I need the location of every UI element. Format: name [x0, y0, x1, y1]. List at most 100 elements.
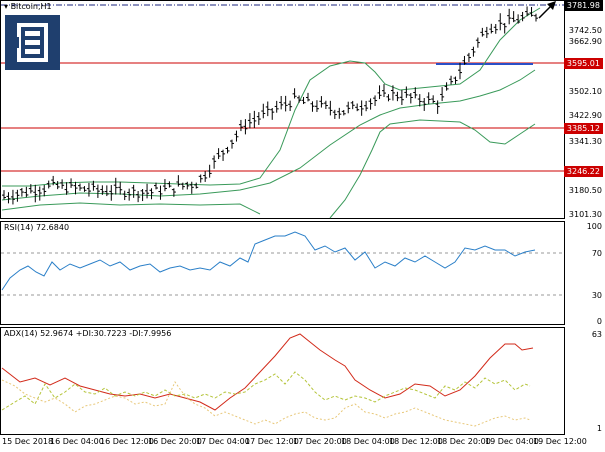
- price-bars: [2, 6, 538, 205]
- price-tick: 3101.30: [568, 210, 602, 219]
- price-tick: 3422.90: [568, 111, 602, 120]
- price-bar: [131, 184, 136, 198]
- price-bar: [364, 100, 369, 112]
- time-tick: 19 Dec 12:00: [533, 437, 587, 446]
- price-bar: [471, 46, 476, 57]
- price-bar: [180, 182, 185, 190]
- price-bar: [408, 93, 413, 104]
- price-bar: [247, 113, 252, 129]
- time-tick: 16 Dec 20:00: [148, 437, 202, 446]
- price-bar: [194, 182, 199, 189]
- level-tag-1: 3595.01: [563, 58, 603, 69]
- level-tag-2: 3385.12: [563, 123, 603, 134]
- price-tick: 3502.10: [568, 87, 602, 96]
- price-bar: [502, 23, 507, 34]
- price-bar: [444, 82, 449, 91]
- price-bar: [511, 11, 516, 23]
- bollinger-lower: [1, 119, 536, 219]
- price-bar: [462, 55, 467, 65]
- dropdown-arrow-icon[interactable]: ▾: [4, 2, 9, 11]
- time-tick: 16 Dec 04:00: [50, 437, 104, 446]
- logo-mark-icon: [15, 23, 48, 62]
- price-bar: [230, 139, 234, 149]
- price-bar: [306, 92, 310, 102]
- price-bar: [234, 130, 239, 142]
- price-bar: [118, 181, 123, 195]
- price-bar: [498, 13, 503, 31]
- price-bar: [171, 188, 176, 197]
- price-bar: [435, 100, 440, 114]
- time-tick: 17 Dec 04:00: [196, 437, 250, 446]
- rsi-label: RSI(14) 72.6840: [4, 223, 70, 232]
- bollinger-middle: [1, 69, 536, 201]
- price-bar: [28, 184, 33, 194]
- price-bar: [2, 190, 6, 200]
- price-bar: [265, 101, 270, 117]
- price-bar: [314, 100, 319, 112]
- price-bar: [458, 62, 462, 80]
- price-bar: [413, 87, 418, 99]
- price-bar: [466, 52, 471, 62]
- price-bar: [64, 182, 69, 195]
- price-bar: [395, 91, 400, 102]
- price-bar: [319, 96, 324, 108]
- price-bar: [154, 182, 158, 190]
- price-bar: [33, 184, 38, 203]
- rsi-pane[interactable]: [0, 221, 565, 325]
- price-bar: [355, 103, 360, 112]
- price-bar: [24, 186, 29, 198]
- price-bar: [475, 37, 480, 48]
- price-tick: 3742.50: [568, 26, 602, 35]
- time-tick: 18 Dec 04:00: [341, 437, 395, 446]
- adx-line: [1, 333, 534, 411]
- symbol-label[interactable]: ▾ Bitcoin,H1: [4, 2, 52, 11]
- price-bar: [185, 181, 190, 190]
- price-bar: [341, 109, 346, 116]
- price-bar: [127, 188, 132, 201]
- price-bar: [328, 100, 333, 116]
- price-bar: [283, 95, 288, 112]
- minus-di-line: [1, 379, 531, 427]
- price-bar: [493, 24, 498, 34]
- price-bar: [216, 148, 221, 160]
- price-pane[interactable]: [0, 0, 565, 219]
- price-bar: [104, 185, 109, 197]
- price-bar: [346, 101, 351, 114]
- price-bar: [221, 149, 226, 161]
- price-bar: [256, 112, 261, 125]
- price-bar: [270, 107, 275, 120]
- price-bar: [261, 103, 266, 119]
- trend-arrow-icon: [538, 1, 556, 19]
- price-bar: [359, 100, 364, 116]
- price-bar: [145, 183, 150, 199]
- time-tick: 19 Dec 04:00: [485, 437, 539, 446]
- price-bar: [122, 190, 127, 201]
- price-bar: [534, 13, 538, 22]
- time-tick: 18 Dec 12:00: [389, 437, 443, 446]
- price-bar: [6, 192, 11, 204]
- price-tick: 3662.90: [568, 37, 602, 46]
- price-bar: [279, 95, 284, 110]
- price-bar: [440, 87, 445, 102]
- price-bar: [274, 100, 279, 113]
- time-tick: 15 Dec 2018: [2, 437, 54, 446]
- rsi-tick: 0: [596, 317, 602, 326]
- price-bar: [189, 181, 194, 194]
- price-bar: [109, 185, 114, 201]
- price-bar: [390, 85, 395, 101]
- price-bar: [288, 100, 293, 112]
- time-tick: 17 Dec 12:00: [245, 437, 299, 446]
- price-bar: [60, 179, 65, 189]
- price-bar: [95, 184, 100, 198]
- price-bar: [480, 27, 485, 37]
- price-bar: [382, 84, 386, 98]
- price-bar: [243, 119, 248, 135]
- adx-tick: 1: [596, 424, 602, 433]
- adx-pane[interactable]: [0, 327, 565, 435]
- price-bar: [198, 174, 203, 183]
- price-bar: [91, 180, 96, 191]
- rsi-tick: 70: [591, 249, 602, 258]
- price-bar: [520, 11, 525, 22]
- price-bar: [431, 95, 436, 104]
